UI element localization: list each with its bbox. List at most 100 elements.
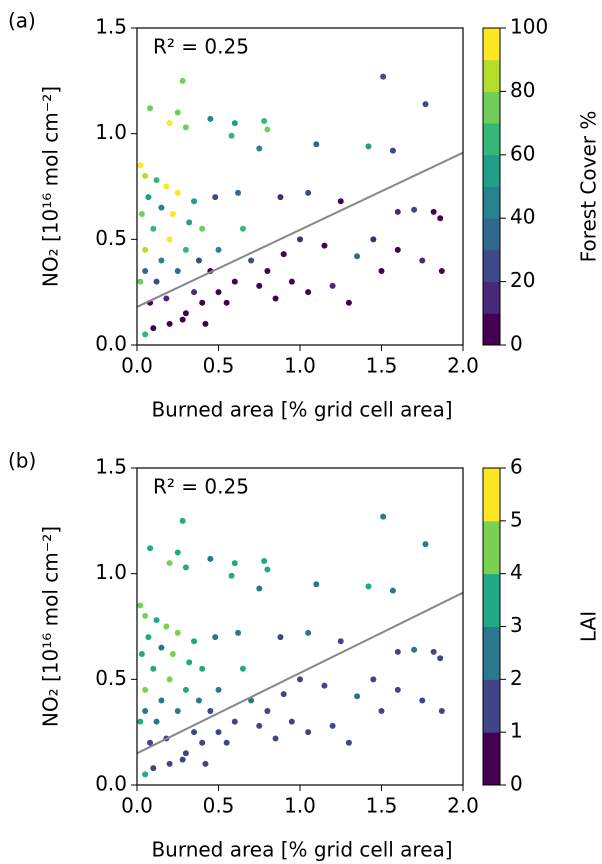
data-point	[235, 629, 242, 636]
data-point	[321, 242, 328, 249]
data-point	[142, 771, 149, 778]
colorbar-band	[483, 626, 500, 680]
data-point	[411, 646, 418, 653]
data-point	[329, 282, 336, 289]
y-tick-label: 1.5	[95, 15, 127, 39]
data-point	[195, 697, 202, 704]
data-point	[153, 278, 160, 285]
data-point	[297, 676, 303, 683]
data-point	[239, 665, 246, 672]
x-axis-label: Burned area [% grid cell area]	[151, 838, 452, 862]
data-point	[297, 236, 303, 243]
data-point	[264, 268, 271, 275]
data-point	[321, 682, 328, 689]
data-point	[212, 634, 219, 641]
colorbar-tick-label: 2	[510, 666, 523, 690]
data-point	[256, 722, 263, 729]
data-point	[137, 278, 144, 285]
data-point	[150, 665, 157, 672]
data-point	[365, 143, 372, 150]
data-point	[174, 189, 181, 196]
data-point	[138, 650, 145, 657]
data-point	[223, 299, 230, 306]
data-point	[277, 194, 284, 201]
data-point	[145, 194, 152, 201]
x-tick-label: 1.5	[366, 354, 398, 378]
x-tick-label: 1.0	[284, 354, 316, 378]
data-point	[150, 225, 157, 232]
data-point	[280, 691, 287, 698]
data-point	[215, 246, 222, 253]
colorbar-tick-label: 3	[510, 613, 523, 637]
data-point	[345, 299, 352, 306]
data-point	[174, 708, 181, 715]
data-point	[179, 316, 186, 323]
y-tick-label: 0.0	[95, 332, 127, 356]
colorbar-band	[483, 59, 500, 92]
fit-line	[136, 591, 464, 755]
data-point	[182, 750, 189, 757]
data-point	[182, 564, 189, 571]
data-point	[389, 587, 396, 594]
colorbar-tick-label: 60	[510, 141, 535, 165]
data-point	[305, 629, 312, 636]
colorbar-band	[483, 573, 500, 627]
data-point	[202, 760, 209, 767]
data-point	[264, 708, 271, 715]
data-point	[163, 295, 170, 302]
data-point	[163, 623, 170, 630]
y-tick-label: 0.5	[95, 226, 127, 250]
y-axis-label: NO₂ [10¹⁶ mol cm⁻²]	[39, 526, 63, 727]
data-point	[264, 126, 271, 133]
data-point	[138, 210, 145, 217]
colorbar-tick-label: 20	[510, 268, 535, 292]
data-point	[147, 739, 154, 746]
data-point	[235, 189, 242, 196]
data-point	[174, 109, 181, 116]
data-point	[142, 708, 149, 715]
data-point	[394, 208, 401, 215]
data-point	[166, 560, 173, 567]
data-point	[231, 718, 238, 725]
colorbar-band	[483, 154, 500, 187]
data-point	[280, 251, 287, 258]
plot-frame	[136, 27, 464, 346]
data-point	[394, 648, 401, 655]
data-point	[153, 718, 160, 725]
data-point	[191, 729, 198, 736]
data-point	[378, 708, 385, 715]
panel-label: (a)	[8, 9, 36, 33]
data-point	[182, 246, 189, 253]
data-point	[231, 560, 238, 567]
colorbar-frame	[482, 27, 501, 346]
data-point	[158, 204, 165, 211]
data-point	[365, 583, 372, 590]
data-point	[142, 172, 149, 179]
colorbar-band	[483, 218, 500, 251]
annotation: R² = 0.25	[153, 35, 249, 59]
colorbar-tick-label: 40	[510, 205, 535, 229]
data-point	[228, 572, 235, 579]
data-point	[142, 268, 149, 275]
data-point	[354, 253, 361, 260]
data-point	[215, 289, 222, 296]
data-point	[186, 659, 193, 666]
data-point	[277, 634, 284, 641]
data-point	[137, 162, 144, 169]
data-point	[223, 739, 230, 746]
colorbar-label: Forest Cover %	[577, 111, 601, 263]
data-point	[438, 708, 445, 715]
data-point	[195, 257, 202, 264]
data-point	[438, 268, 445, 275]
data-point	[163, 183, 170, 190]
data-point	[166, 120, 173, 127]
data-point	[313, 581, 320, 588]
data-point	[231, 278, 238, 285]
data-point	[150, 325, 157, 332]
data-point	[166, 236, 173, 243]
data-point	[239, 225, 246, 232]
y-tick-label: 1.5	[95, 455, 127, 479]
colorbar-tick-label: 80	[510, 78, 535, 102]
x-tick-label: 1.5	[366, 794, 398, 818]
